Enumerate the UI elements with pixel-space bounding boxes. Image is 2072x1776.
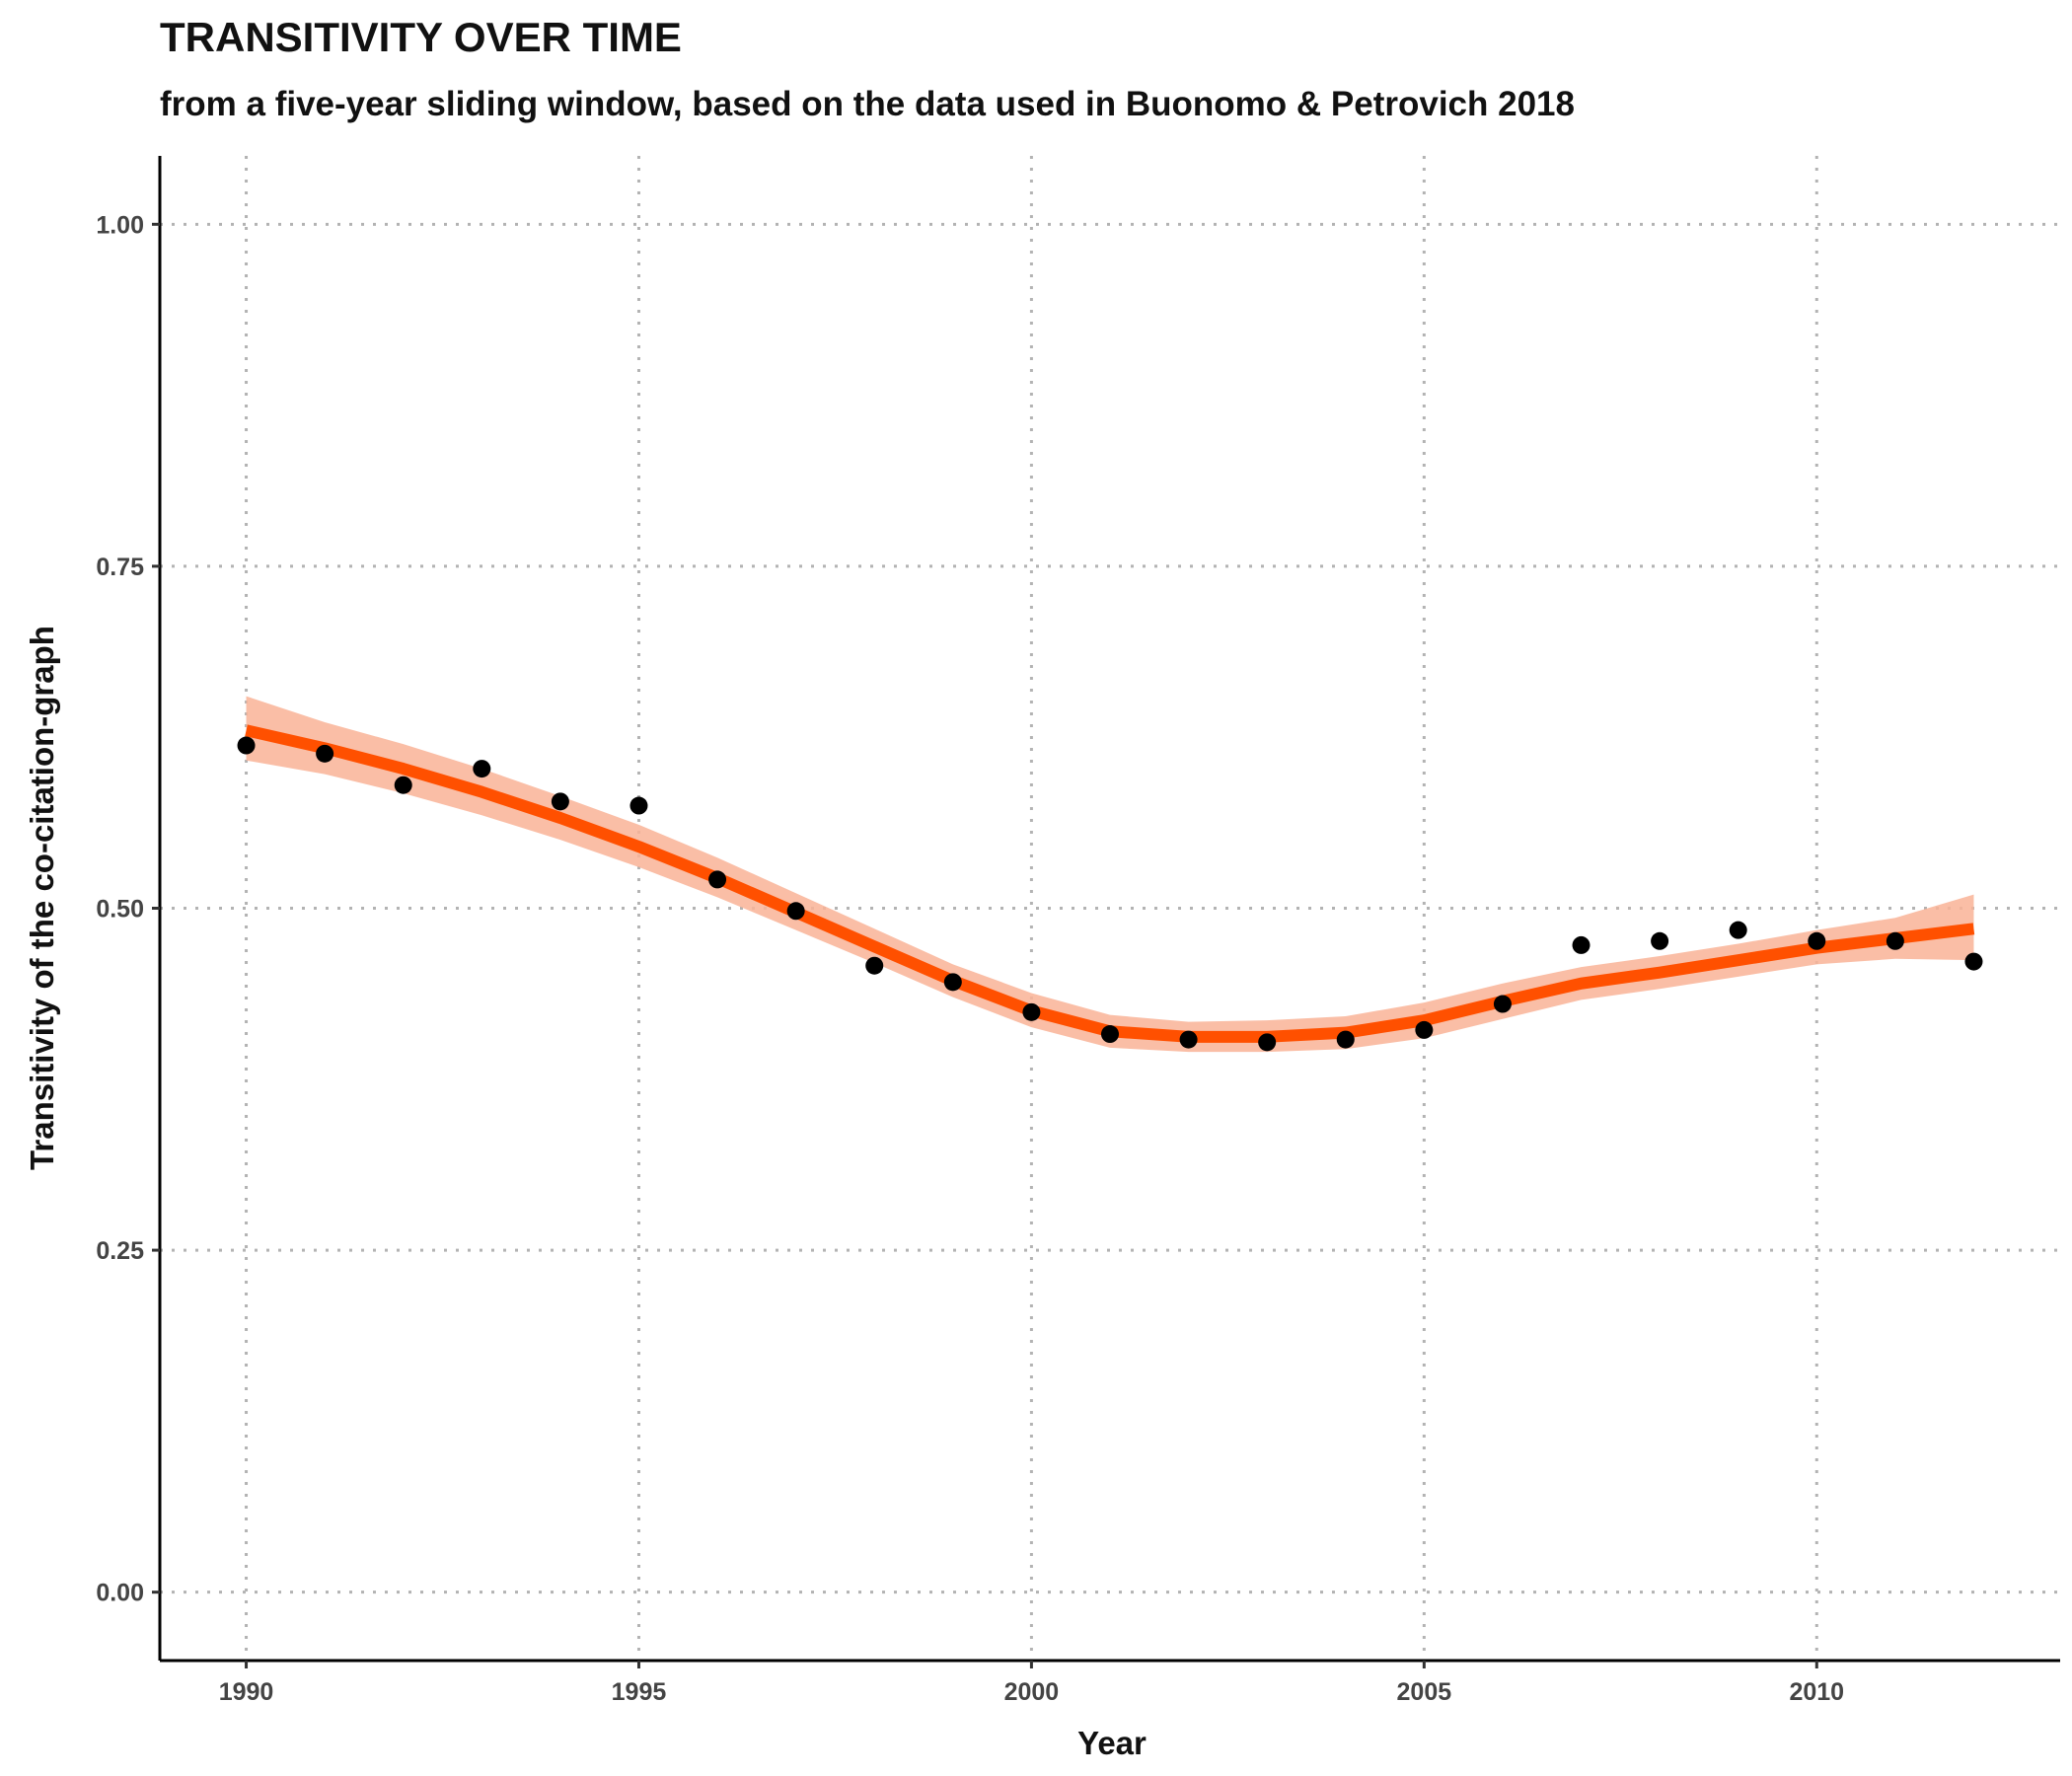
tick-labels: 1990 1995 2000 2005 2010 0.00 0.25 0.50 0.75 1.00 bbox=[96, 211, 1844, 1706]
axes bbox=[152, 156, 2060, 1668]
data-point-1991 bbox=[316, 744, 334, 763]
data-point-2011 bbox=[1886, 931, 1904, 950]
grid-lines bbox=[160, 156, 2060, 1661]
data-point-2006 bbox=[1493, 995, 1512, 1013]
data-point-1996 bbox=[708, 870, 727, 889]
data-point-2002 bbox=[1179, 1030, 1198, 1049]
data-point-1992 bbox=[394, 776, 412, 794]
x-axis-label: Year bbox=[1077, 1725, 1147, 1761]
x-tick-label-2010: 2010 bbox=[1789, 1678, 1844, 1706]
data-point-1997 bbox=[786, 902, 805, 921]
smooth-line-layer bbox=[245, 724, 1975, 1043]
data-point-2005 bbox=[1415, 1020, 1434, 1039]
data-point-2001 bbox=[1101, 1025, 1119, 1044]
y-tick-label-0.00: 0.00 bbox=[96, 1580, 144, 1607]
x-tick-label-1990: 1990 bbox=[219, 1678, 274, 1706]
data-point-1990 bbox=[237, 736, 256, 755]
confidence-band-layer bbox=[246, 696, 1974, 1053]
data-point-1995 bbox=[629, 796, 648, 815]
x-tick-label-2000: 2000 bbox=[1004, 1678, 1060, 1706]
x-tick-label-1995: 1995 bbox=[612, 1678, 667, 1706]
smooth-line bbox=[245, 724, 1975, 1043]
y-axis-label: Transitivity of the co-citation-graph bbox=[24, 626, 60, 1170]
y-tick-label-1.00: 1.00 bbox=[96, 211, 144, 239]
y-tick-label-0.75: 0.75 bbox=[96, 554, 144, 581]
data-point-2010 bbox=[1808, 931, 1826, 950]
data-point-2000 bbox=[1022, 1002, 1041, 1021]
data-point-2008 bbox=[1651, 931, 1669, 950]
data-point-2003 bbox=[1258, 1033, 1277, 1052]
x-tick-label-2005: 2005 bbox=[1397, 1678, 1452, 1706]
data-point-1993 bbox=[473, 760, 491, 778]
data-point-1999 bbox=[943, 973, 962, 992]
data-point-1998 bbox=[865, 956, 884, 975]
confidence-band bbox=[246, 696, 1974, 1053]
y-tick-label-0.50: 0.50 bbox=[96, 896, 144, 924]
data-point-2004 bbox=[1336, 1030, 1355, 1049]
data-points bbox=[237, 736, 1983, 1052]
data-point-1994 bbox=[551, 792, 569, 811]
data-point-2012 bbox=[1964, 952, 1983, 971]
chart-subtitle: from a five-year sliding window, based o… bbox=[160, 85, 1575, 123]
chart-title: TRANSITIVITY OVER TIME bbox=[160, 14, 682, 60]
data-point-2009 bbox=[1729, 921, 1747, 939]
data-point-2007 bbox=[1572, 935, 1591, 954]
y-tick-label-0.25: 0.25 bbox=[96, 1237, 144, 1265]
